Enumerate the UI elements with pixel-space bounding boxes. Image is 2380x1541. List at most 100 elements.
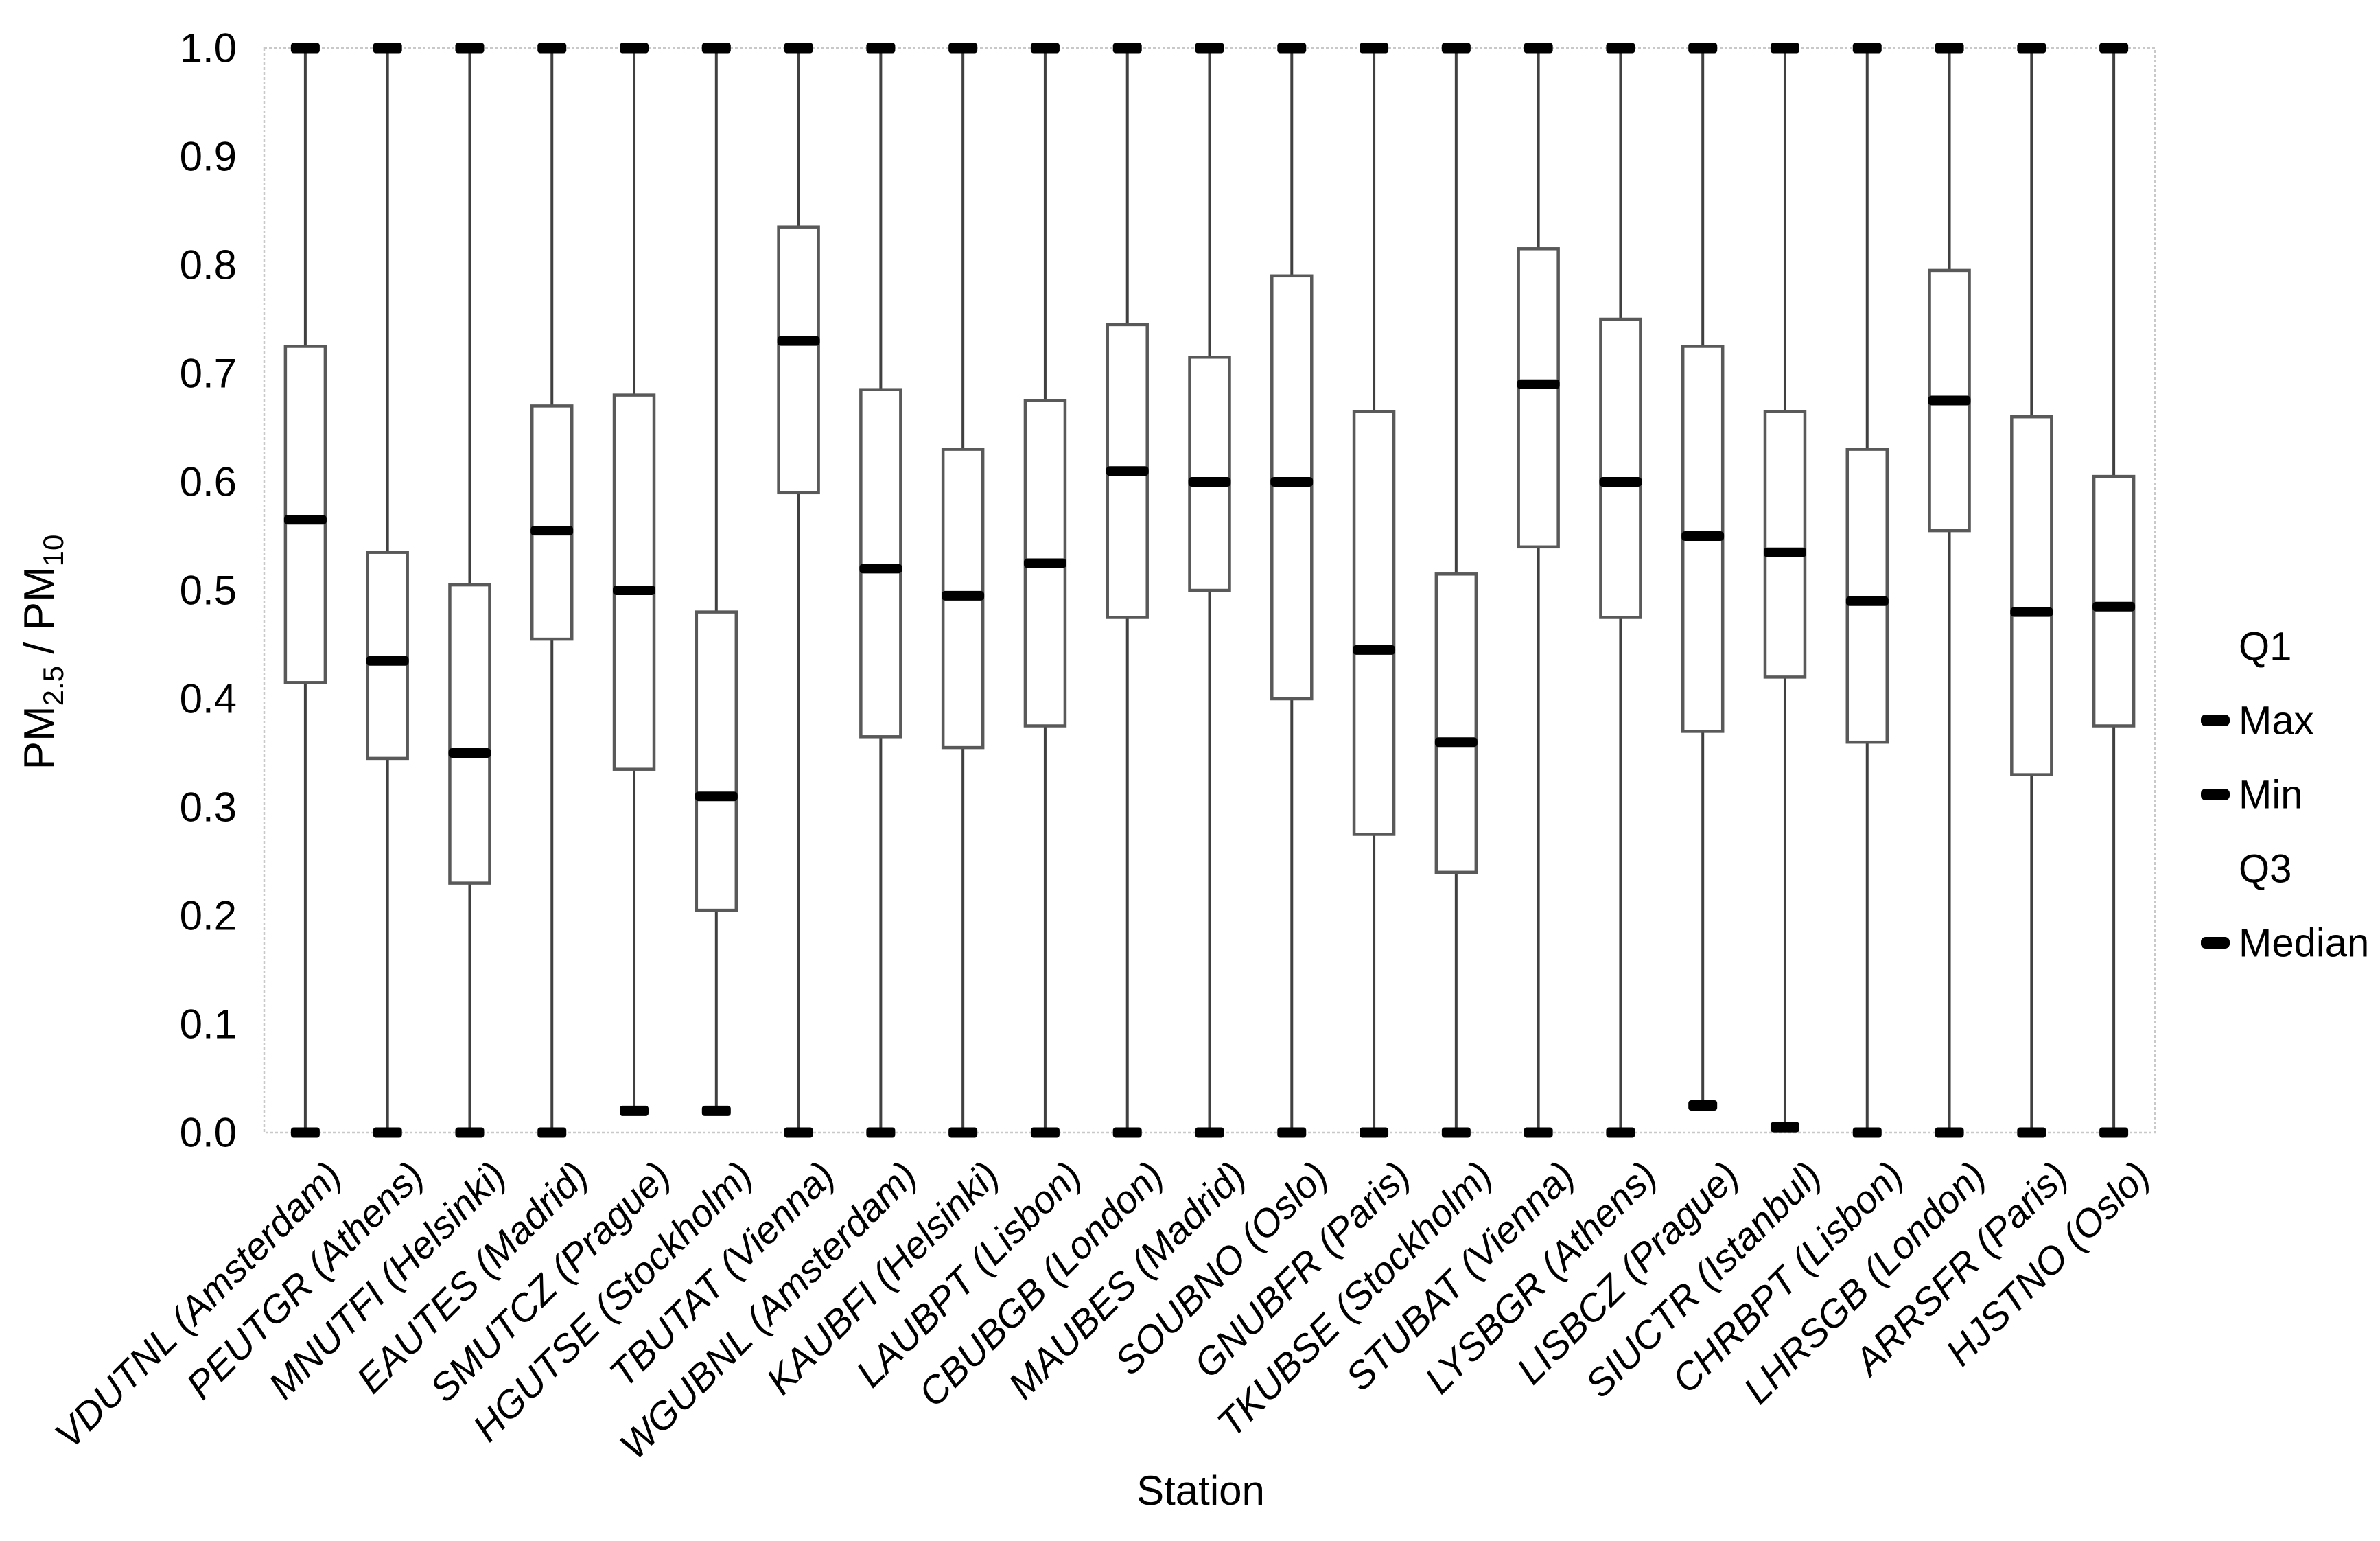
iqr-box <box>1188 356 1231 592</box>
max-cap <box>866 43 896 54</box>
legend-marker-min <box>2201 789 2230 800</box>
iqr-box <box>1434 572 1478 874</box>
min-cap <box>620 1105 649 1116</box>
min-cap <box>1606 1127 1635 1138</box>
iqr-box <box>777 225 820 495</box>
max-cap <box>1195 43 1224 54</box>
max-cap <box>1030 43 1060 54</box>
median-line <box>366 656 409 666</box>
max-cap <box>373 43 402 54</box>
y-tick-label: 0.1 <box>180 1001 237 1047</box>
iqr-box <box>1352 410 1396 836</box>
median-line <box>859 564 902 574</box>
max-cap <box>948 43 978 54</box>
y-tick-label: 0.5 <box>180 568 237 614</box>
min-cap <box>866 1127 896 1138</box>
min-cap <box>1360 1127 1389 1138</box>
max-cap <box>1360 43 1389 54</box>
legend-label-q3: Q3 <box>2239 847 2291 892</box>
y-tick-label: 0.8 <box>180 242 237 288</box>
median-line <box>1928 395 1971 406</box>
max-cap <box>1770 43 1799 54</box>
min-cap <box>1524 1127 1553 1138</box>
y-tick-label: 0.7 <box>180 351 237 397</box>
iqr-box <box>612 393 656 771</box>
legend-label-max: Max <box>2239 699 2314 743</box>
median-line <box>613 586 656 595</box>
max-cap <box>537 43 567 54</box>
min-cap <box>2017 1127 2046 1138</box>
y-tick-label: 0.0 <box>180 1110 237 1156</box>
min-cap <box>1277 1127 1307 1138</box>
min-cap <box>1852 1127 1882 1138</box>
y-axis-title: PM2.5 / PM10 <box>16 535 69 770</box>
y-tick-label: 0.4 <box>180 676 237 722</box>
iqr-box <box>283 345 327 684</box>
min-cap <box>1770 1122 1799 1133</box>
median-line <box>1434 737 1478 748</box>
max-cap <box>455 43 485 54</box>
median-line <box>283 515 327 525</box>
max-cap <box>701 43 731 54</box>
max-cap <box>1606 43 1635 54</box>
legend-marker-max <box>2201 715 2230 726</box>
y-tick-label: 0.9 <box>180 134 237 180</box>
min-cap <box>1195 1127 1224 1138</box>
max-cap <box>1524 43 1553 54</box>
median-line <box>1763 547 1806 557</box>
max-cap <box>1935 43 1964 54</box>
min-cap <box>784 1127 813 1138</box>
median-line <box>2092 601 2136 612</box>
iqr-box <box>2010 415 2053 776</box>
legend-label-median: Median <box>2239 921 2369 966</box>
legend-label-min: Min <box>2239 773 2302 818</box>
max-cap <box>2017 43 2046 54</box>
max-cap <box>620 43 649 54</box>
median-line <box>1353 645 1396 655</box>
iqr-box <box>859 388 902 739</box>
median-line <box>530 526 574 536</box>
max-cap <box>1441 43 1471 54</box>
iqr-box <box>1763 410 1807 679</box>
min-cap <box>373 1127 402 1138</box>
y-tick-label: 0.6 <box>180 459 237 505</box>
iqr-box <box>2092 474 2136 728</box>
min-cap <box>537 1127 567 1138</box>
median-line <box>1599 477 1642 487</box>
median-line <box>1270 477 1314 487</box>
max-cap <box>1112 43 1142 54</box>
iqr-box <box>695 610 738 912</box>
max-cap <box>1852 43 1882 54</box>
iqr-box <box>1845 448 1889 744</box>
min-cap <box>2099 1127 2129 1138</box>
max-cap <box>1688 43 1718 54</box>
min-cap <box>1688 1100 1718 1111</box>
median-line <box>1681 531 1725 541</box>
median-line <box>1517 379 1560 389</box>
iqr-box <box>448 583 491 885</box>
median-line <box>1023 558 1066 568</box>
y-tick-label: 0.3 <box>180 785 237 831</box>
max-cap <box>2099 43 2129 54</box>
min-cap <box>455 1127 485 1138</box>
x-axis-title: Station <box>1136 1468 1265 1514</box>
median-line <box>2010 607 2053 617</box>
legend-marker-median <box>2201 937 2230 949</box>
median-line <box>1188 477 1231 487</box>
median-line <box>777 336 820 346</box>
iqr-box <box>1599 317 1642 619</box>
median-line <box>695 791 738 802</box>
y-tick-label: 1.0 <box>180 25 237 71</box>
median-line <box>1106 466 1149 476</box>
min-cap <box>1441 1127 1471 1138</box>
iqr-box <box>530 404 574 641</box>
min-cap <box>1030 1127 1060 1138</box>
legend-label-q1: Q1 <box>2239 625 2291 669</box>
min-cap <box>701 1105 731 1116</box>
iqr-box <box>1270 274 1314 701</box>
max-cap <box>290 43 320 54</box>
min-cap <box>290 1127 320 1138</box>
max-cap <box>1277 43 1307 54</box>
median-line <box>448 748 491 758</box>
